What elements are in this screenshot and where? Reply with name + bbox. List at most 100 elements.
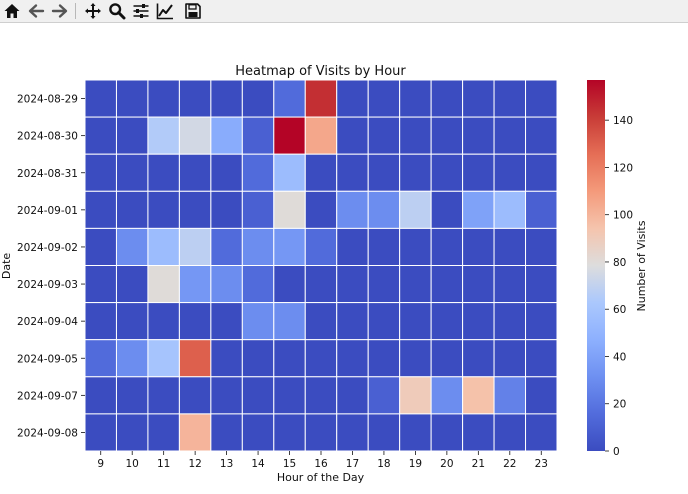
x-axis-label: Hour of the Day — [277, 471, 365, 484]
heatmap-cell — [115, 79, 149, 118]
colorbar-ticks: 0 20 40 60 80 100 120 140 — [605, 115, 633, 458]
heatmap-cell — [241, 376, 275, 415]
heatmap-cell — [462, 79, 495, 118]
heatmap-cell — [115, 302, 149, 341]
configure-subplots-icon — [133, 4, 149, 18]
heatmap-cell — [336, 190, 369, 229]
heatmap-cell — [462, 190, 495, 229]
edit-axis-button[interactable] — [153, 0, 177, 22]
heatmap-cell — [273, 79, 306, 118]
heatmap-cell — [241, 413, 275, 452]
heatmap-cell — [178, 376, 212, 415]
home-button[interactable] — [0, 0, 24, 22]
heatmap-cell — [178, 413, 212, 452]
heatmap-cell — [241, 227, 275, 266]
heatmap-cell — [304, 376, 338, 415]
heatmap-cell — [115, 376, 149, 415]
zoom-icon — [109, 3, 126, 20]
heatmap-cell — [430, 190, 464, 229]
heatmap-cell — [367, 227, 401, 266]
heatmap-cell — [147, 339, 180, 378]
heatmap-cell — [210, 302, 243, 341]
colorbar — [587, 80, 605, 451]
heatmap-cells — [84, 79, 558, 452]
heatmap-cell — [304, 339, 338, 378]
heatmap-cell — [210, 376, 243, 415]
back-button[interactable] — [24, 0, 48, 22]
heatmap-cell — [525, 339, 558, 378]
heatmap-cell — [430, 302, 464, 341]
heatmap-cell — [210, 413, 243, 452]
heatmap-cell — [178, 79, 212, 118]
heatmap-cell — [493, 413, 527, 452]
heatmap-cell — [430, 265, 464, 304]
heatmap-cell — [462, 227, 495, 266]
heatmap-cell — [115, 227, 149, 266]
heatmap-cell — [399, 339, 432, 378]
save-button[interactable] — [181, 0, 205, 22]
chart-title: Heatmap of Visits by Hour — [235, 64, 406, 79]
x-tick-label: 22 — [503, 458, 516, 470]
heatmap-cell — [367, 153, 401, 192]
heatmap-cell — [241, 302, 275, 341]
heatmap-cell — [84, 265, 117, 304]
heatmap-cell — [399, 79, 432, 118]
forward-arrow-icon — [51, 4, 68, 18]
plot-toolbar — [0, 0, 688, 23]
heatmap-cell — [304, 302, 338, 341]
heatmap-cell — [336, 79, 369, 118]
heatmap-cell — [304, 227, 338, 266]
heatmap-cell — [273, 153, 306, 192]
heatmap-cell — [178, 265, 212, 304]
heatmap-cell — [273, 413, 306, 452]
heatmap-cell — [84, 339, 117, 378]
heatmap-cell — [525, 376, 558, 415]
heatmap-cell — [336, 153, 369, 192]
y-axis-ticks: 2024-08-29 2024-08-30 2024-08-31 2024-09-01… — [17, 94, 85, 439]
y-axis-label: Date — [0, 253, 13, 280]
heatmap-cell — [336, 265, 369, 304]
heatmap-cell — [525, 79, 558, 118]
heatmap-cell — [525, 227, 558, 266]
heatmap-cell — [273, 116, 306, 155]
heatmap-cell — [115, 116, 149, 155]
pan-button[interactable] — [81, 0, 105, 22]
heatmap-cell — [210, 79, 243, 118]
colorbar-tick-label: 140 — [613, 115, 633, 127]
forward-button[interactable] — [48, 0, 72, 22]
zoom-button[interactable] — [105, 0, 129, 22]
x-tick-label: 14 — [251, 458, 265, 470]
heatmap-cell — [304, 153, 338, 192]
heatmap-cell — [241, 116, 275, 155]
heatmap-cell — [273, 227, 306, 266]
heatmap-cell — [178, 116, 212, 155]
heatmap-cell — [210, 190, 243, 229]
heatmap-cell — [430, 376, 464, 415]
x-axis-ticks: 9 10 11 12 13 14 15 16 17 18 19 20 21 22 23 — [97, 451, 548, 470]
heatmap-cell — [84, 79, 117, 118]
heatmap-cell — [399, 153, 432, 192]
heatmap-cell — [147, 153, 180, 192]
heatmap-cell — [430, 339, 464, 378]
heatmap-cell — [147, 227, 180, 266]
heatmap-cell — [84, 116, 117, 155]
x-tick-label: 13 — [220, 458, 233, 470]
heatmap-cell — [336, 376, 369, 415]
heatmap-cell — [210, 339, 243, 378]
heatmap-cell — [336, 116, 369, 155]
heatmap-cell — [147, 190, 180, 229]
heatmap-cell — [367, 265, 401, 304]
heatmap-cell — [147, 116, 180, 155]
heatmap-cell — [84, 302, 117, 341]
heatmap-cell — [241, 79, 275, 118]
heatmap-cell — [462, 265, 495, 304]
heatmap-cell — [336, 339, 369, 378]
configure-subplots-button[interactable] — [129, 0, 153, 22]
heatmap-cell — [525, 265, 558, 304]
heatmap-cell — [493, 376, 527, 415]
x-tick-label: 10 — [126, 458, 139, 470]
heatmap-cell — [525, 302, 558, 341]
pan-icon — [85, 3, 101, 19]
x-tick-label: 20 — [440, 458, 453, 470]
